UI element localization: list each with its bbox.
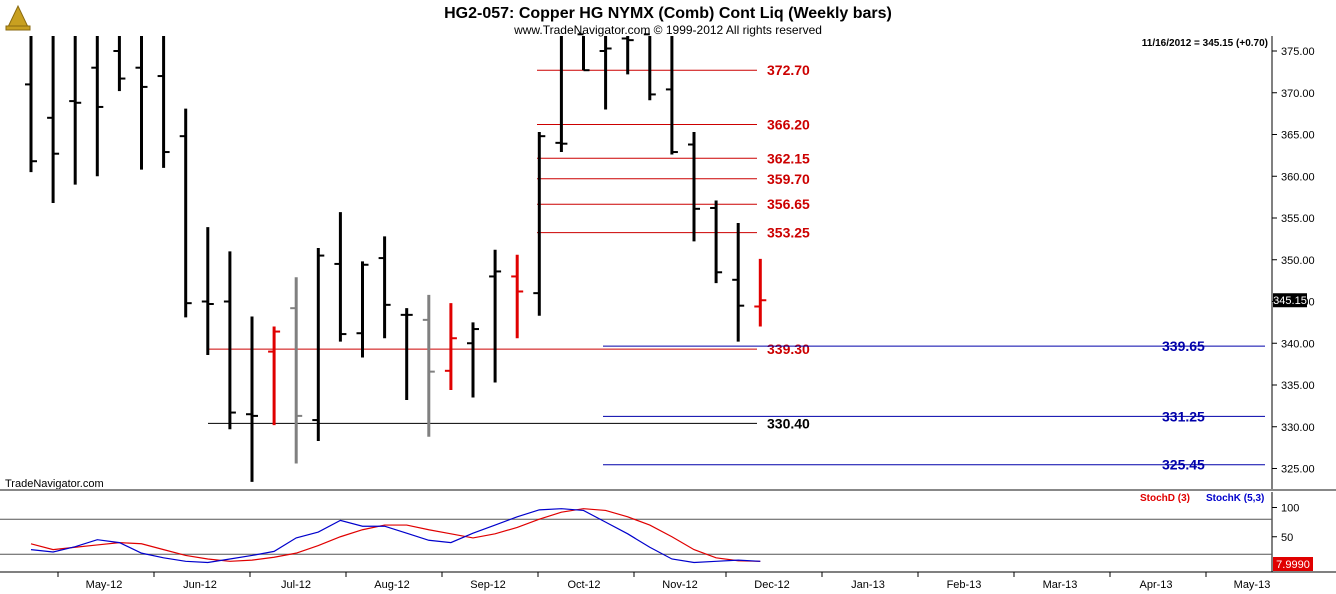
- time-tick-label: Jun-12: [183, 579, 217, 591]
- price-bar: [577, 33, 590, 72]
- stoch-tick-label: 100: [1281, 503, 1299, 515]
- level-label: 331.25: [1162, 408, 1205, 424]
- watermark: TradeNavigator.com: [5, 478, 104, 490]
- price-bar: [533, 131, 546, 316]
- level-label: 339.30: [767, 341, 810, 357]
- time-tick-label: Nov-12: [662, 579, 697, 591]
- price-tick-label: 340.00: [1281, 338, 1315, 350]
- stoch-series-line: [30, 508, 761, 562]
- price-bar: [91, 36, 104, 177]
- price-bar: [643, 33, 656, 101]
- price-bar: [268, 326, 281, 426]
- time-tick-label: Dec-12: [754, 579, 789, 591]
- time-tick-label: Sep-12: [470, 579, 505, 591]
- price-bar: [312, 248, 325, 441]
- price-bar: [665, 36, 678, 155]
- time-axis: May-12 Jun-12 Jul-12 Aug-12 Sep-12 Oct-12 Nov-…: [57, 572, 1271, 591]
- level-label: 359.70: [767, 171, 810, 187]
- level-label: 362.15: [767, 150, 810, 166]
- price-bar: [754, 258, 767, 327]
- price-bar: [422, 294, 435, 437]
- stoch-reference-lines: [0, 518, 1272, 555]
- level-label: 330.40: [767, 415, 810, 431]
- time-tick-label: Feb-13: [947, 579, 982, 591]
- stoch-series-line: [30, 508, 761, 564]
- price-bar: [69, 36, 82, 185]
- level-label: 356.65: [767, 196, 810, 212]
- level-label: 339.65: [1162, 338, 1205, 354]
- price-bar: [246, 316, 258, 482]
- price-bars: [25, 33, 767, 482]
- stoch-last-label: 7.9990: [1276, 559, 1310, 571]
- time-tick-label: Oct-12: [567, 579, 600, 591]
- price-bar: [511, 254, 524, 339]
- price-tick-label: 325.00: [1281, 464, 1315, 476]
- level-label: 353.25: [767, 225, 810, 241]
- price-bar: [290, 277, 303, 464]
- price-bar: [599, 36, 612, 110]
- price-bar: [732, 223, 745, 342]
- level-label: 366.20: [767, 116, 810, 132]
- price-bar: [467, 322, 479, 398]
- level-label: 372.70: [767, 62, 810, 78]
- time-tick-label: May-12: [86, 579, 123, 591]
- time-tick-label: Jul-12: [281, 579, 311, 591]
- level-label: 325.45: [1162, 457, 1205, 473]
- legend-stochk: StochK (5,3): [1206, 493, 1264, 504]
- price-bar: [47, 36, 60, 203]
- price-bar: [688, 131, 700, 242]
- price-bar: [201, 227, 214, 355]
- trade-navigator-logo-icon: [3, 3, 33, 33]
- time-tick-label: Jan-13: [851, 579, 885, 591]
- last-price-info: 11/16/2012 = 345.15 (+0.70): [1142, 38, 1268, 49]
- price-bar: [223, 251, 236, 430]
- price-levels: 372.70 366.20 362.15 359.70 356.65 353.25 339.…: [208, 62, 1265, 473]
- time-tick-label: Mar-13: [1043, 579, 1078, 591]
- price-bar: [113, 36, 126, 92]
- chart-title: HG2-057: Copper HG NYMX (Comb) Cont Liq …: [444, 5, 892, 22]
- price-bar: [334, 212, 347, 342]
- time-tick-label: May-13: [1234, 579, 1271, 591]
- price-bar: [710, 200, 723, 284]
- last-price-label: 345.15: [1273, 295, 1307, 307]
- legend-stochd: StochD (3): [1140, 493, 1190, 504]
- price-tick-label: 335.00: [1281, 380, 1315, 392]
- stoch-axis: 50 100: [1272, 503, 1299, 544]
- stoch-last-marker: 7.9990: [1273, 557, 1313, 571]
- stoch-tick-label: 50: [1281, 532, 1293, 544]
- price-bar: [179, 108, 192, 318]
- price-bar: [25, 36, 37, 173]
- time-tick-label: Aug-12: [374, 579, 409, 591]
- price-tick-label: 360.00: [1281, 171, 1315, 183]
- price-bar: [135, 36, 148, 170]
- price-tick-label: 365.00: [1281, 130, 1315, 142]
- price-bar: [489, 249, 502, 383]
- price-bar: [444, 303, 457, 391]
- time-tick-label: Apr-13: [1139, 579, 1172, 591]
- price-bar: [157, 36, 170, 168]
- stoch-lines: [30, 508, 761, 564]
- price-tick-label: 355.00: [1281, 213, 1315, 225]
- price-tick-label: 370.00: [1281, 88, 1315, 100]
- price-bar: [400, 308, 413, 401]
- price-tick-label: 350.00: [1281, 255, 1315, 267]
- price-bar: [356, 261, 369, 358]
- price-tick-label: 330.00: [1281, 422, 1315, 434]
- price-tick-label: 375.00: [1281, 46, 1315, 58]
- last-price-marker: 345.15: [1273, 293, 1307, 308]
- price-bar: [555, 36, 568, 153]
- price-bar: [378, 236, 391, 339]
- chart-subtitle: www.TradeNavigator.com © 1999-2012 All r…: [513, 23, 822, 37]
- price-bar: [621, 36, 634, 75]
